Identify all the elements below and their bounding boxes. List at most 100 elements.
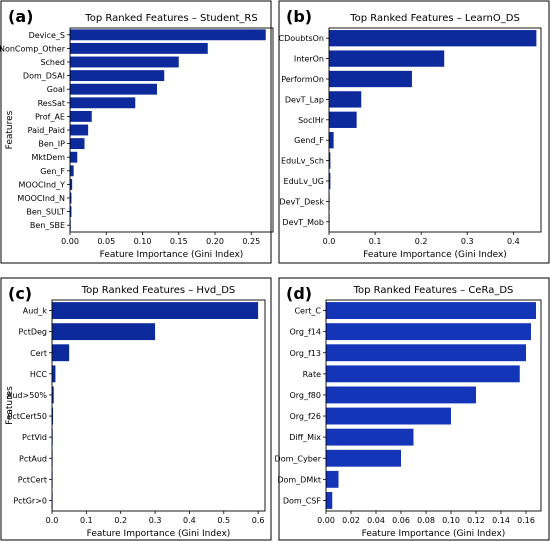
- y-tick-label: Rate: [303, 370, 321, 379]
- y-tick-label: Org_f80: [289, 391, 321, 400]
- y-tick-label: NonComp_Other: [0, 44, 66, 53]
- bar-gen-f: [70, 165, 74, 177]
- y-tick-label: HCC: [30, 370, 48, 379]
- bar-cert-c: [326, 302, 536, 319]
- bar-ben-sult: [70, 206, 72, 218]
- y-tick-label: Dom_Cyber: [275, 454, 322, 463]
- x-tick-label: 0.5: [217, 516, 230, 525]
- panel-label: (a): [8, 7, 33, 26]
- x-tick-label: 0.4: [183, 516, 196, 525]
- x-axis-label: Feature Importance (Gini Index): [362, 529, 506, 539]
- x-tick-label: 0.1: [369, 237, 382, 246]
- y-tick-label: Paid_Paid: [28, 126, 65, 135]
- x-tick-label: 0.10: [442, 516, 460, 525]
- bar-soclhr: [329, 111, 357, 128]
- y-tick-label: InterOn: [294, 55, 324, 64]
- bar-edulv-ug: [329, 172, 331, 190]
- bar-performon: [329, 70, 412, 88]
- bar-pctdeg: [52, 323, 156, 341]
- chart-title: Top Ranked Features – LearnO_DS: [349, 13, 520, 24]
- y-tick-label: DevT_Desk: [279, 197, 324, 206]
- x-tick-label: 0.16: [517, 516, 535, 525]
- chart-title: Top Ranked Features – Hvd_DS: [81, 285, 236, 296]
- bar-prof-ae: [70, 110, 92, 122]
- x-tick-label: 0.0: [46, 516, 59, 525]
- y-tick-label: Goal: [47, 85, 65, 94]
- bar-cert: [52, 344, 70, 362]
- y-tick-label: Ben_IP: [38, 140, 65, 149]
- y-tick-label: PctDeg: [18, 328, 47, 337]
- y-tick-label: PctGr>0: [13, 496, 47, 505]
- y-tick-label: Org_f26: [289, 412, 321, 421]
- panel-label: (c): [8, 284, 32, 303]
- x-tick-label: 0.1: [80, 516, 93, 525]
- x-tick-label: 0.10: [134, 237, 152, 246]
- bar-dom-cyber: [326, 449, 401, 467]
- panel-border: [0, 277, 272, 541]
- y-tick-label: CDoubtsOn: [279, 34, 324, 43]
- chart-panel-2: (b) Top Ranked Features – LearnO_DS CDoubt…: [278, 0, 550, 264]
- x-axis-label: Feature Importance (Gini Index): [87, 529, 231, 539]
- y-tick-label: Prof_AE: [35, 112, 65, 121]
- y-tick-label: PerformOn: [281, 75, 324, 84]
- bar-dom-csf: [326, 492, 333, 509]
- y-tick-label: PctCert50: [8, 412, 47, 421]
- x-axis-label: Feature Importance (Gini Index): [363, 250, 507, 260]
- x-tick-label: 0.4: [507, 237, 520, 246]
- bar-devt-lap: [329, 91, 362, 108]
- y-tick-label: EduLv_UG: [284, 177, 324, 186]
- x-tick-label: 0.25: [242, 237, 260, 246]
- y-tick-label: Cert_C: [294, 307, 321, 316]
- y-tick-label: Device_S: [29, 31, 65, 40]
- panel-label: (d): [286, 284, 312, 303]
- bar-aud-k: [52, 302, 259, 319]
- x-tick-label: 0.05: [97, 237, 115, 246]
- bar-ben-ip: [70, 138, 85, 150]
- bar-edulv-sch: [329, 152, 331, 169]
- panel-label: (b): [286, 7, 312, 26]
- bar-goal: [70, 83, 157, 95]
- chart-title: Top Ranked Features – Student_RS: [84, 13, 257, 24]
- y-tick-label: PctAud: [19, 454, 47, 463]
- x-tick-label: 0.00: [61, 237, 79, 246]
- y-tick-label: Gend_F: [294, 136, 324, 145]
- y-tick-label: Cert: [30, 349, 47, 358]
- y-axis-label: Features: [5, 386, 15, 425]
- y-tick-label: Diff_Mix: [289, 433, 321, 442]
- x-tick-label: 0.08: [417, 516, 435, 525]
- y-tick-label: Aud_k: [23, 307, 48, 316]
- x-axis-label: Feature Importance (Gini Index): [100, 250, 244, 260]
- x-tick-label: 0.6: [252, 516, 265, 525]
- x-tick-label: 0.02: [342, 516, 360, 525]
- bar-rate: [326, 365, 520, 383]
- bar-diff-mix: [326, 428, 414, 446]
- bar-moocind-n: [70, 192, 72, 204]
- y-tick-label: MOOCInd_N: [17, 194, 65, 203]
- y-tick-label: Dom_CSF: [283, 496, 322, 505]
- y-tick-label: Ben_SBE: [30, 221, 65, 230]
- bar-org-f26: [326, 407, 451, 425]
- x-tick-label: 0.12: [467, 516, 485, 525]
- y-tick-label: Org_f13: [289, 349, 321, 358]
- bar-moocind-y: [70, 178, 73, 190]
- y-tick-label: ResSat: [38, 99, 65, 108]
- y-tick-label: Org_f14: [289, 328, 321, 337]
- bar-gend-f: [329, 132, 334, 149]
- y-tick-label: Aud>50%: [7, 391, 48, 400]
- bar-paid-paid: [70, 124, 89, 136]
- x-tick-label: 0.04: [367, 516, 385, 525]
- bar-interon: [329, 50, 445, 67]
- chart-panel-3: (c) Top Ranked Features – Hvd_DS Aud_k PctD…: [0, 277, 272, 541]
- plot-area: [69, 27, 274, 233]
- bar-org-f80: [326, 386, 476, 404]
- y-tick-label: PctVid: [22, 433, 47, 442]
- x-tick-label: 0.14: [492, 516, 510, 525]
- y-tick-label: Gen_F: [40, 167, 65, 176]
- x-tick-label: 0.3: [149, 516, 162, 525]
- y-tick-label: Sched: [40, 58, 65, 67]
- y-tick-label: Ben_SULT: [26, 208, 65, 217]
- bar-dom-dmkt: [326, 470, 339, 488]
- y-tick-label: Dom_DMkt: [277, 475, 321, 484]
- y-tick-label: MOOCInd_Y: [19, 180, 66, 189]
